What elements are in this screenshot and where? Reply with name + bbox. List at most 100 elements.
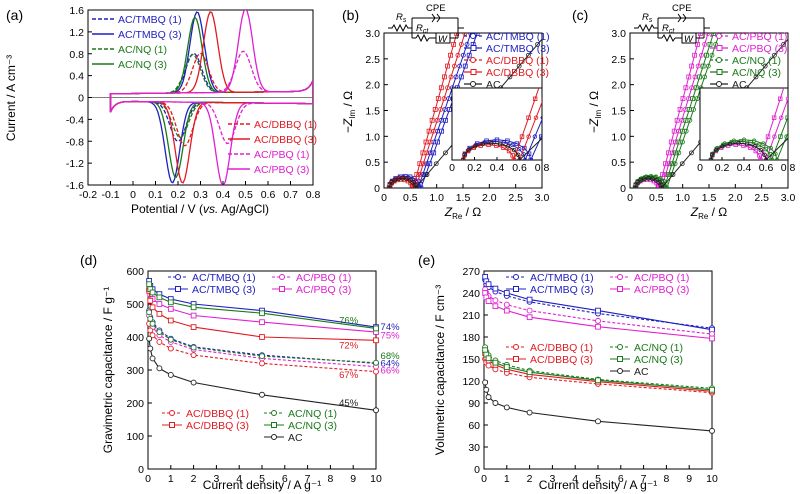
legend-label: AC/NQ (3): [288, 420, 337, 432]
y-tick-label: 210: [462, 310, 480, 322]
x-tick-label: 0.5: [238, 189, 253, 201]
x-tick-label: 1: [504, 473, 510, 485]
nyquist-point: [418, 185, 424, 188]
x-tick-label: -0.1: [101, 189, 119, 201]
nyquist-point: [507, 74, 513, 80]
x-tick-label: 0.3: [193, 189, 208, 201]
cv-curve-ac-dbbq-1: [109, 52, 313, 147]
data-point: [373, 407, 379, 414]
nyquist-point: [632, 185, 638, 188]
inset-point: [590, 21, 594, 25]
inset-point: [566, 3, 570, 7]
nyquist-point: [664, 185, 670, 188]
y-tick-label: 1.5: [365, 106, 380, 118]
nyquist-point: [413, 185, 418, 188]
y-tick-label: 90: [468, 398, 480, 410]
retention-label: 72%: [339, 340, 359, 351]
cv-curve-ac-nq-3: [109, 16, 313, 179]
nyquist-point: [668, 139, 674, 145]
data-point: [259, 353, 265, 360]
y-tick-label: 2.0: [365, 80, 380, 92]
x-tick-label: 6: [618, 473, 624, 485]
nyquist-point: [445, 63, 450, 69]
nyquist-point: [386, 185, 392, 188]
nyquist-point: [702, 74, 708, 80]
x-tick-label: 7: [641, 473, 647, 485]
legend-marker: [470, 57, 476, 63]
nyquist-point: [412, 182, 418, 188]
inset-point: [785, 96, 788, 101]
x-tick-label: 0.6: [261, 189, 276, 201]
data-point: [595, 377, 601, 384]
data-point: [503, 290, 510, 296]
legend-marker: [169, 422, 175, 428]
nyquist-point: [446, 96, 452, 102]
inset-point: [511, 157, 517, 160]
inset-tick-label: 0.2: [467, 162, 482, 174]
inset-point: [785, 115, 788, 120]
nyquist-point: [432, 107, 438, 112]
inset-point: [505, 138, 510, 143]
inset-point: [526, 151, 532, 156]
inset-point: [489, 140, 494, 146]
legend-marker: [175, 286, 181, 292]
nyquist-line-ac-dbbq-3: [388, 33, 458, 188]
nyquist-point: [689, 63, 695, 69]
y-tick-label: 60: [468, 420, 480, 432]
legend-marker: [470, 69, 477, 75]
data-point: [156, 301, 163, 307]
data-point: [492, 400, 499, 406]
nyquist-point: [439, 128, 444, 134]
inset-point: [484, 138, 489, 143]
inset-point: [771, 115, 777, 120]
y-tick-label: 300: [126, 365, 144, 377]
inset-point: [758, 147, 763, 153]
inset-point: [497, 141, 503, 147]
inset-point: [560, 21, 564, 25]
inset-point: [526, 134, 531, 139]
inset-point: [641, 40, 645, 44]
rs-resistor: [634, 23, 658, 33]
nyquist-point: [693, 85, 699, 91]
nyquist-point: [435, 139, 441, 145]
x-tick-label: 1: [168, 473, 174, 485]
legend-marker: [175, 274, 181, 280]
inset-point: [494, 137, 500, 142]
inset-point: [748, 145, 753, 150]
inset-point: [765, 134, 771, 139]
nyquist-point: [417, 161, 423, 167]
inset-point: [774, 157, 780, 160]
y-tick-label: 2.0: [611, 80, 626, 92]
nyquist-point: [666, 172, 671, 177]
nyquist-point: [391, 178, 397, 184]
legend-label: AC/DBBQ (3): [530, 354, 593, 366]
inset-point: [565, 78, 569, 82]
legend-label: AC/DBBQ (3): [186, 420, 249, 432]
inset-line-ac: [710, 137, 788, 160]
x-tick-label: 2.0: [482, 192, 497, 204]
inset-point: [761, 141, 766, 146]
x-tick-label: 1.5: [456, 192, 471, 204]
nyquist-point: [679, 128, 685, 134]
data-point: [373, 368, 379, 375]
inset-point: [541, 97, 542, 101]
nyquist-point: [665, 150, 671, 156]
inset-point: [710, 152, 715, 157]
nyquist-point: [464, 41, 470, 47]
data-point: [373, 337, 379, 344]
x-tick-label: 5: [595, 473, 601, 485]
legend-label: AC/TMBQ (1): [530, 272, 594, 284]
rct-resistor: [415, 33, 430, 43]
nyquist-point: [700, 63, 706, 69]
nyquist-point: [698, 33, 703, 36]
y-tick-label: -0.4: [66, 114, 84, 126]
nyquist-point: [771, 52, 777, 58]
inset-point: [714, 147, 719, 153]
legend-marker: [513, 274, 519, 280]
inset-point: [573, 59, 577, 63]
inset-tick-label: 0.4: [737, 162, 752, 174]
nyquist-point: [695, 41, 700, 47]
x-tick-label: 1.0: [429, 192, 444, 204]
